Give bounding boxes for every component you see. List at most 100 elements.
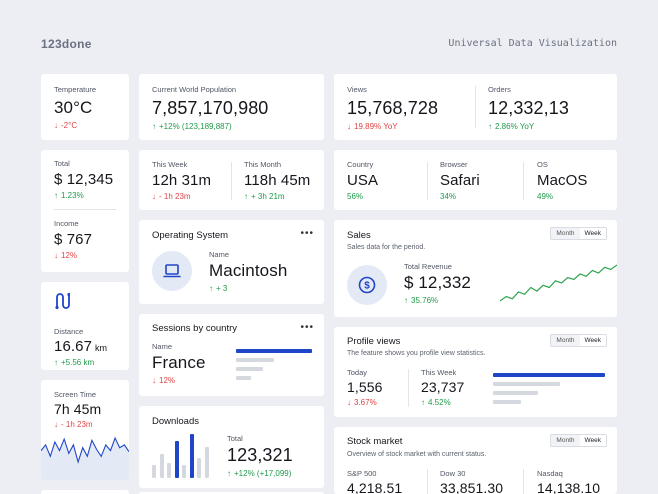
this-month-block: This Month 118h 45m ↑ + 3h 21m [244,160,310,201]
profile-bars [493,373,605,407]
more-options-icon[interactable]: ••• [300,228,314,239]
week-block: This Week 23,737 ↑ 4.52% [421,368,464,407]
screen-time-chart [41,436,129,480]
arrow-down-icon: ↓ [54,420,58,429]
arrow-up-icon: ↑ [209,284,213,293]
arrow-down-icon: ↓ [152,192,156,201]
stock-period-toggle[interactable]: Month Week [550,434,607,447]
browser-value: Safari [440,172,480,189]
sessions-delta: ↓ 12% [152,376,176,385]
today-value: 1,556 [347,379,383,395]
sessions-title: Sessions by country [152,323,238,334]
stock-title: Stock market [347,436,403,447]
arrow-up-icon: ↑ [227,469,231,478]
this-month-label: This Month [244,160,282,169]
toggle-week[interactable]: Week [579,335,606,346]
views-orders-card: Views 15,768,728 ↓ 19.89% YoY Orders 12,3… [334,74,617,140]
bar [236,349,312,353]
arrow-up-icon: ↑ [488,122,492,131]
arrow-down-icon: ↓ [54,121,58,130]
downloads-value: 123,321 [227,445,293,465]
today-block: Today 1,556 ↓ 3.67% [347,368,383,407]
divider [231,162,232,200]
this-week-label: This Week [152,160,188,169]
sessions-block: Name France ↓ 12% [152,342,206,385]
screen-time-label: Screen Time [54,390,97,399]
views-delta: ↓ 19.89% YoY [347,122,398,131]
screen-time-line [41,436,129,464]
orders-value: 12,332,13 [488,98,569,118]
download-bar [182,464,186,478]
world-population-card: Current World Population 7,857,170,980 ↑… [139,74,324,140]
distance-unit: km [95,343,108,353]
browser-label: Browser [440,160,468,169]
temperature-label: Temperature [54,85,97,94]
sessions-name-label: Name [152,342,173,351]
population-delta: ↑ +12% (123,189,887) [152,122,232,131]
sessions-bars [236,349,312,383]
bar [493,373,605,377]
stock-value: 4,218.51 [347,480,403,494]
this-week-block: This Week 12h 31m ↓ - 1h 23m [152,160,211,201]
time-card: This Week 12h 31m ↓ - 1h 23m This Month 1… [139,150,324,210]
screen-time-area [41,438,129,480]
arrow-down-icon: ↓ [54,251,58,260]
stock-subtitle: Overview of stock market with current st… [347,451,487,458]
this-week-delta: ↓ - 1h 23m [152,192,191,201]
income-delta: ↓ 12% [54,251,78,260]
partial-card [139,492,324,494]
sales-card: Sales Sales data for the period. Month W… [334,220,617,317]
divider [475,86,476,128]
temperature-delta: ↓ -2°C [54,121,78,130]
toggle-week[interactable]: Week [579,435,606,446]
os-label: OS [537,160,548,169]
divider [427,162,428,200]
views-label: Views [347,85,367,94]
distance-value: 16.67 [54,338,93,355]
revenue-icon-wrap: $ [347,265,387,305]
sessions-value: France [152,353,206,372]
stock-item: S&P 500 4,218.51 [347,469,402,494]
arrow-up-icon: ↑ [244,192,248,201]
this-week-value: 12h 31m [152,172,212,189]
this-month-delta: ↑ + 3h 21m [244,192,285,201]
arrow-up-icon: ↑ [152,122,156,131]
arrow-up-icon: ↑ [421,398,425,407]
toggle-month[interactable]: Month [556,337,575,344]
arrow-down-icon: ↓ [347,398,351,407]
stock-item: Dow 30 33,851.30 [440,469,503,494]
audience-card: Country USA 56% Browser Safari 34% OS Ma… [334,150,617,210]
arrow-down-icon: ↓ [152,376,156,385]
stock-label: Dow 30 [440,469,466,478]
more-options-icon[interactable]: ••• [300,322,314,333]
os-card-title: Operating System [152,230,229,241]
stock-value: 33,851.30 [440,480,504,494]
toggle-month[interactable]: Month [556,230,575,237]
toggle-month[interactable]: Month [556,437,575,444]
download-bar [189,434,194,478]
population-value: 7,857,170,980 [152,98,269,118]
sales-period-toggle[interactable]: Month Week [550,227,607,240]
profile-period-toggle[interactable]: Month Week [550,334,607,347]
bar [236,367,263,371]
bar [236,358,274,362]
temperature-card: Temperature 30°C ↓ -2°C [41,74,129,140]
downloads-bars [152,434,212,478]
total-income-card: Total $ 12,345 ↑ 1.23% Income $ 767 ↓ 12% [41,150,129,272]
sales-title: Sales [347,230,371,241]
download-bar [174,440,179,478]
divider [427,469,428,494]
total-value: $ 12,345 [54,171,114,188]
arrow-up-icon: ↑ [54,358,58,367]
downloads-title: Downloads [152,416,199,427]
os-delta: ↑ + 3 [209,284,228,293]
distance-label: Distance [54,327,84,336]
sales-sparkline [500,264,617,302]
toggle-week[interactable]: Week [579,228,606,239]
downloads-card: Downloads Total 123,321 ↑ +12% (+17,099) [139,406,324,488]
revenue-label: Total Revenue [404,262,452,271]
total-delta: ↑ 1.23% [54,191,84,200]
week-delta: ↑ 4.52% [421,398,451,407]
browser-share: 34% [440,192,457,201]
dollar-coin-icon: $ [358,276,376,294]
